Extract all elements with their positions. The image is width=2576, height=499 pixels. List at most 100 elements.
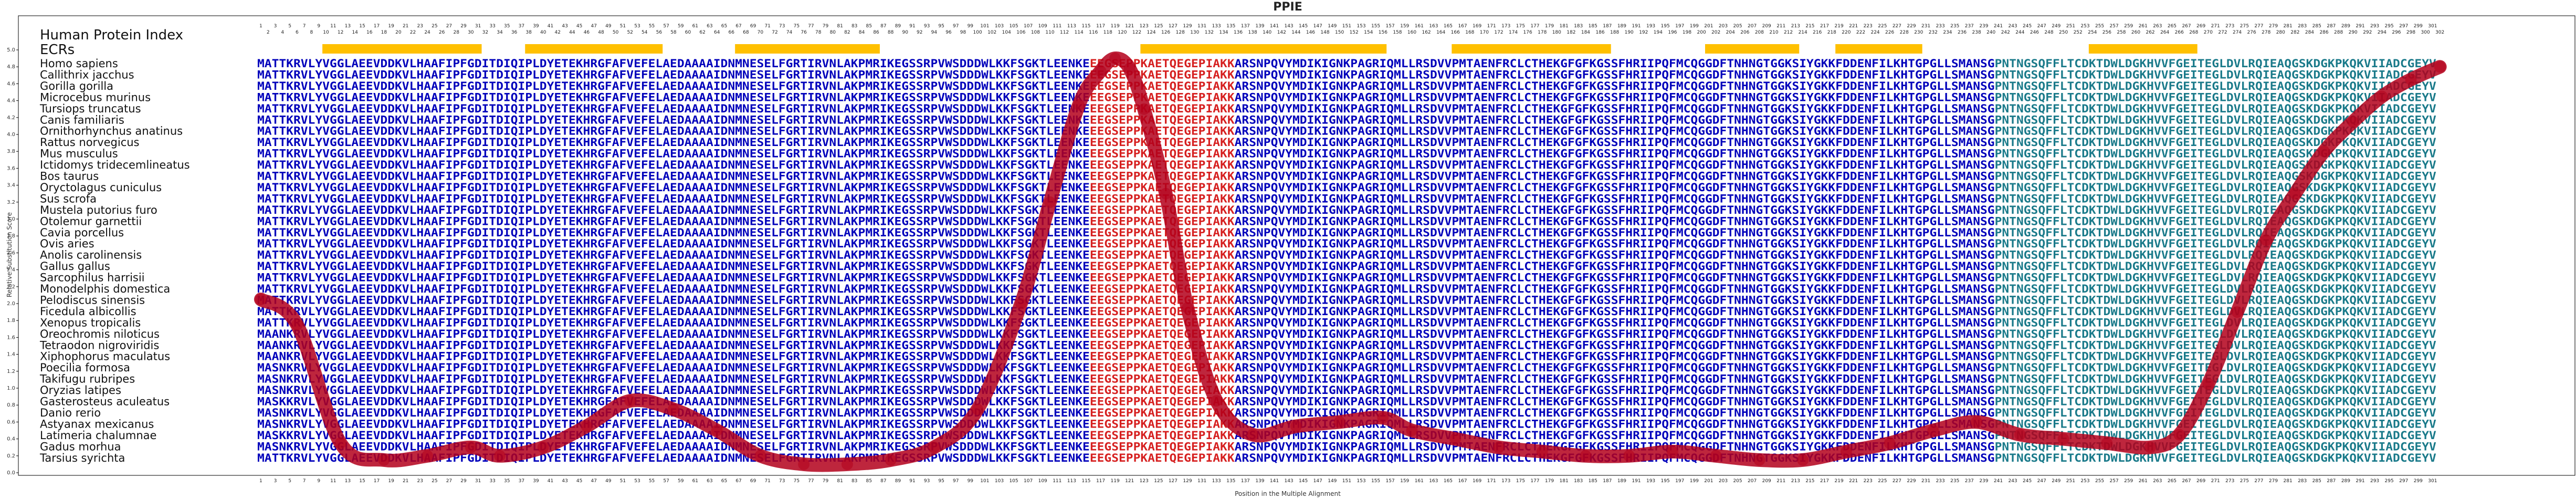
sequence-segment: PNTNGSQFFLTCDKTDWLDGKHVVFGEITEGLDVLRQIEA…: [1995, 57, 2437, 70]
line-point: [1290, 420, 1302, 432]
position-index-top: 257: [2110, 24, 2119, 29]
ecrs-label: ECRs: [40, 42, 75, 58]
position-index-top: 87: [880, 24, 886, 29]
position-index-top: 39: [533, 24, 539, 29]
position-index-bottom: 201: [1704, 479, 1713, 484]
position-index-top: 29: [460, 24, 467, 29]
position-index-top: 267: [2182, 24, 2191, 29]
position-index-top: 242: [2001, 30, 2010, 35]
position-index-bottom: 147: [1313, 479, 1322, 484]
line-point: [1015, 298, 1027, 309]
sequence-row: MATTKRVLYVGGLAEEVDDKVLHAAFIPFGDITDIQIPLD…: [257, 113, 2436, 126]
sequence-segment: PNTNGSQFFLTCDKTDWLDGKHVVFGEITEGLDVLRQIEA…: [1995, 396, 2437, 408]
position-index-top: 124: [1147, 30, 1155, 35]
position-index-bottom: 39: [533, 479, 539, 484]
ecr-bar: [322, 44, 482, 54]
position-index-top: 21: [403, 24, 408, 29]
position-index-top: 220: [1842, 30, 1850, 35]
sequence-segment: ARSNPQVYMDIKIGNKPAGRIQMLLRSDVVPMTAENFRCL…: [1235, 226, 1995, 239]
y-tick-label: 1.6: [7, 335, 15, 340]
position-index-top: 302: [2435, 30, 2444, 35]
sequence-segment: EEGSEPPKAETQEGEPIAKK: [1090, 305, 1235, 318]
position-index-top: 139: [1255, 24, 1264, 29]
sequence-segment: ARSNPQVYMDIKIGNKPAGRIQMLLRSDVVPMTAENFRCL…: [1235, 68, 1995, 81]
position-index-top: 294: [2378, 30, 2386, 35]
sequence-segment: EEGSEPPKAETQEGEPIAKK: [1090, 328, 1235, 340]
position-index-top: 256: [2102, 30, 2111, 35]
species-label: Ictidomys tridecemlineatus: [40, 159, 190, 171]
sequence-segment: EEGSEPPKAETQEGEPIAKK: [1090, 272, 1235, 284]
position-index-top: 81: [837, 24, 843, 29]
position-index-bottom: 219: [1835, 479, 1844, 484]
position-index-top: 135: [1226, 24, 1235, 29]
position-index-bottom: 229: [1907, 479, 1916, 484]
sequence-segment: ARSNPQVYMDIKIGNKPAGRIQMLLRSDVVPMTAENFRCL…: [1235, 384, 1995, 397]
position-index-top: 49: [605, 24, 612, 29]
species-label: Ficedula albicollis: [40, 305, 136, 318]
position-index-top: 265: [2168, 24, 2177, 29]
position-index-top: 221: [1849, 24, 1858, 29]
position-index-bottom: 61: [692, 479, 698, 484]
sequence-segment: MATTKRVLYVGGLAEEVDDKVLHAAFIPFGDITDIQIPLD…: [257, 68, 1090, 81]
position-index-bottom: 291: [2356, 479, 2364, 484]
sequence-segment: PNTNGSQFFLTCDKTDWLDGKHVVFGEITEGLDVLRQIEA…: [1995, 384, 2437, 397]
species-label: Tarsius syrichta: [39, 452, 125, 464]
position-index-top: 14: [352, 30, 358, 35]
y-tick-label: 2.6: [7, 250, 15, 256]
position-index-top: 194: [1654, 30, 1663, 35]
y-tick-label: 3.0: [7, 216, 15, 222]
position-index-top: 61: [692, 24, 698, 29]
sequence-row: MATTKRVLYVGGLAEEVDDKVLHAAFIPFGDITDIQIPLD…: [257, 305, 2436, 318]
ecr-bars: [322, 44, 2198, 54]
line-point: [2173, 429, 2185, 441]
position-index-bottom: 1: [259, 479, 262, 484]
sequence-segment: MATTKRVLYVGGLAEEVDDKVLHAAFIPFGDITDIQIPLD…: [257, 125, 1090, 138]
position-index-bottom: 217: [1820, 479, 1829, 484]
position-index-bottom: 275: [2240, 479, 2249, 484]
line-point: [2101, 437, 2113, 449]
position-index-top: 82: [844, 30, 850, 35]
sequence-segment: PNTNGSQFFLTCDKTDWLDGKHVVFGEITEGLDVLRQIEA…: [1995, 328, 2437, 340]
position-index-top: 218: [1827, 30, 1836, 35]
sequence-row: MATTKRVLYVGGLAEEVDDKVLHAAFIPFGDITDIQIPLD…: [257, 272, 2436, 284]
species-label: Rattus norvegicus: [40, 136, 140, 149]
sequence-segment: PNTNGSQFFLTCDKTDWLDGKHVVFGEITEGLDVLRQIEA…: [1995, 91, 2437, 103]
position-index-top: 292: [2363, 30, 2372, 35]
position-index-bottom: 73: [779, 479, 785, 484]
sequence-row: MATTKRVLYVGGLAEEVDDKVLHAAFIPFGDITDIQIPLD…: [257, 91, 2436, 103]
species-label: Sus scrofa: [40, 192, 97, 205]
position-index-top: 273: [2225, 24, 2234, 29]
position-index-top: 55: [649, 24, 655, 29]
position-index-top: 247: [2037, 24, 2046, 29]
line-point: [581, 420, 593, 432]
position-index-top: 259: [2124, 24, 2133, 29]
species-label: Gorilla gorilla: [40, 80, 113, 92]
sequence-segment: ARSNPQVYMDIKIGNKPAGRIQMLLRSDVVPMTAENFRCL…: [1235, 148, 1995, 160]
position-index-bottom: 263: [2153, 479, 2162, 484]
sequence-row: MASNKRVLYVGGLAEEVDDKVLHAAFIPFGDITDIQIPLD…: [257, 361, 2436, 374]
sequence-segment: PNTNGSQFFLTCDKTDWLDGKHVVFGEITEGLDVLRQIEA…: [1995, 305, 2437, 318]
position-index-top: 20: [395, 30, 402, 35]
position-index-bottom: 99: [968, 479, 974, 484]
position-index-top: 244: [2015, 30, 2024, 35]
position-index-top: 154: [1364, 30, 1373, 35]
line-point: [2260, 234, 2272, 246]
position-index-top: 284: [2305, 30, 2314, 35]
plot-frame: [18, 15, 2575, 476]
sequence-segment: PNTNGSQFFLTCDKTDWLDGKHVVFGEITEGLDVLRQIEA…: [1995, 125, 2437, 138]
position-index-bottom: 137: [1241, 479, 1250, 484]
position-index-top: 126: [1161, 30, 1170, 35]
position-index-top: 8: [310, 30, 313, 35]
line-point: [798, 458, 810, 470]
x-axis-label: Position in the Multiple Alignment: [1235, 490, 1341, 497]
position-index-top: 215: [1805, 24, 1814, 29]
position-index-top: 180: [1552, 30, 1561, 35]
y-tick-label: 4.4: [7, 98, 15, 104]
position-index-top: 53: [634, 24, 640, 29]
sequence-row: MASNKRVLYVGGLAEEVDDKVLHAAFIPFGDITDIQIPLD…: [257, 384, 2436, 397]
sequence-segment: MATTKRVLYVGGLAEEVDDKVLHAAFIPFGDITDIQIPLD…: [257, 102, 1090, 115]
position-index-top: 72: [772, 30, 777, 35]
position-index-top: 297: [2399, 24, 2408, 29]
line-point: [2057, 433, 2069, 445]
position-index-top: 177: [1530, 24, 1539, 29]
